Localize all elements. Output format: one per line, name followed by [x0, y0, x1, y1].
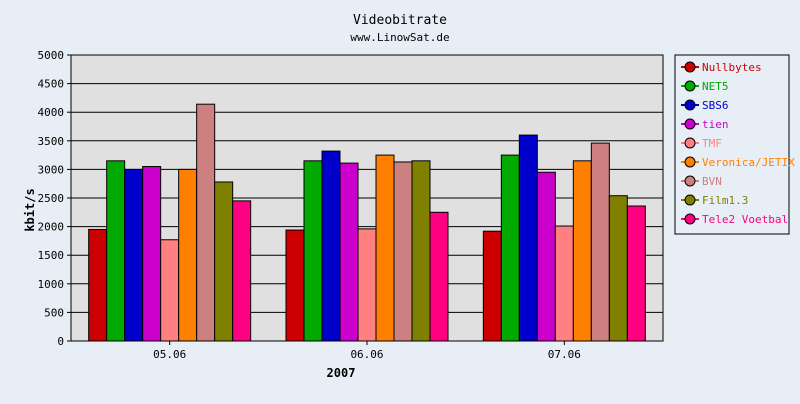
bar — [303, 160, 323, 342]
bar — [88, 228, 108, 342]
y-tick-label: 2500 — [38, 192, 65, 205]
y-tick-label: 500 — [44, 306, 64, 319]
legend-label: tien — [702, 118, 729, 131]
legend-marker — [684, 99, 696, 111]
y-tick-label: 1000 — [38, 278, 65, 291]
bar — [142, 166, 162, 342]
bar — [500, 154, 520, 342]
legend-marker — [684, 61, 696, 73]
y-tick-label: 2000 — [38, 221, 65, 234]
bar — [160, 239, 180, 342]
x-tick-label: 07.06 — [548, 348, 581, 361]
bar — [124, 168, 144, 342]
bar — [106, 160, 126, 342]
y-tick-label: 0 — [57, 335, 64, 348]
legend-marker — [684, 194, 696, 206]
chart-title: Videobitrate — [353, 13, 447, 28]
x-tick-label: 06.06 — [350, 348, 383, 361]
bar — [196, 103, 216, 342]
legend-marker — [684, 156, 696, 168]
legend-marker — [684, 80, 696, 92]
legend-marker — [684, 137, 696, 149]
bar — [375, 154, 395, 342]
legend-label: Veronica/JETIX — [702, 156, 795, 169]
bar — [285, 229, 305, 342]
legend-label: NET5 — [702, 80, 729, 93]
legend-label: SBS6 — [702, 99, 729, 112]
legend-marker — [684, 175, 696, 187]
legend-label: Nullbytes — [702, 61, 762, 74]
bar — [536, 171, 556, 342]
bar — [608, 195, 628, 342]
bar — [626, 205, 646, 342]
bar — [393, 161, 413, 342]
y-tick-label: 1500 — [38, 249, 65, 262]
y-tick-label: 4000 — [38, 106, 65, 119]
plot-border — [70, 54, 664, 342]
bar — [411, 160, 431, 342]
legend-label: Film1.3 — [702, 194, 748, 207]
bar — [572, 160, 592, 342]
x-tick-label: 05.06 — [153, 348, 186, 361]
y-tick-label: 3000 — [38, 163, 65, 176]
chart-subtitle: www.LinowSat.de — [350, 31, 449, 44]
bar — [429, 211, 449, 342]
bar — [214, 181, 234, 342]
bar — [554, 225, 574, 342]
legend-label: Tele2 Voetbal — [702, 213, 788, 226]
y-tick-label: 3500 — [38, 135, 65, 148]
legend-marker — [684, 118, 696, 130]
y-axis-label: kbit/s — [23, 188, 37, 231]
legend-label: BVN — [702, 175, 722, 188]
bar — [518, 134, 538, 342]
x-axis-label: 2007 — [327, 366, 356, 380]
bar — [178, 168, 198, 342]
y-tick-label: 5000 — [38, 49, 65, 62]
legend-marker — [684, 213, 696, 225]
bar — [321, 150, 341, 342]
bar — [339, 162, 359, 342]
bar — [357, 228, 377, 342]
bar — [482, 230, 502, 342]
legend-label: TMF — [702, 137, 722, 150]
y-tick-label: 4500 — [38, 78, 65, 91]
bar — [590, 142, 610, 342]
bar — [232, 200, 252, 342]
